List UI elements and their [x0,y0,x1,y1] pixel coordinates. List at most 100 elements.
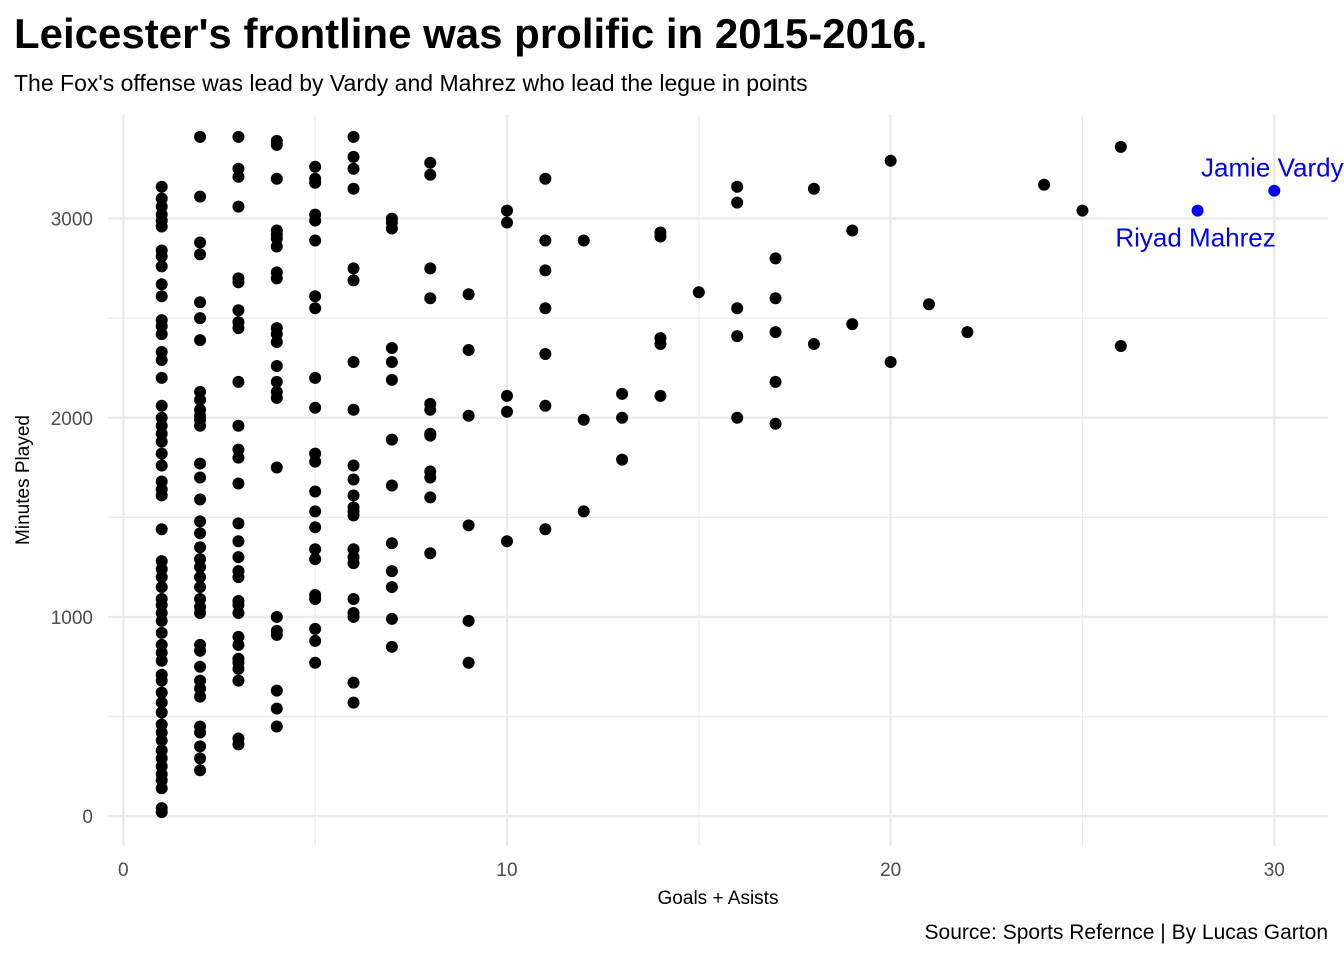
data-point [347,473,360,486]
data-point [232,375,245,388]
grid-lines [108,115,1328,846]
data-point [769,326,782,339]
data-point [270,684,283,697]
data-point [155,220,168,233]
data-point [309,543,322,556]
data-point [309,455,322,468]
data-point [347,274,360,287]
data-point [769,417,782,430]
data-point [194,419,207,432]
data-point [194,190,207,203]
x-tick-label: 30 [1264,860,1285,881]
data-point [270,391,283,404]
data-point [769,375,782,388]
data-point [194,236,207,249]
data-point [194,764,207,777]
data-point [347,182,360,195]
data-point [347,509,360,522]
data-point [270,240,283,253]
data-point [884,154,897,167]
data-point [232,276,245,289]
data-point [155,328,168,341]
data-point [462,614,475,627]
data-point [385,373,398,386]
player-label: Riyad Mahrez [1115,223,1275,253]
data-point [424,403,437,416]
data-point [155,782,168,795]
data-point [347,557,360,570]
data-point [155,626,168,639]
data-point [270,138,283,151]
data-point [270,628,283,641]
data-point [347,676,360,689]
data-point [155,686,168,699]
data-point [807,182,820,195]
y-tick-label: 1000 [51,608,93,629]
data-point [385,581,398,594]
data-point [155,260,168,273]
data-point [232,477,245,490]
chart-subtitle: The Fox's offense was lead by Vardy and … [14,70,808,96]
data-point [309,234,322,247]
data-point [500,405,513,418]
data-point [731,196,744,209]
data-point [731,302,744,315]
data-point [194,248,207,261]
data-point [309,622,322,635]
data-point [309,521,322,534]
data-point [616,411,629,424]
data-point [155,654,168,667]
data-point [424,156,437,169]
data-point [155,706,168,719]
data-point [155,581,168,594]
data-point [155,674,168,687]
data-point [194,541,207,554]
data-point [424,168,437,181]
data-point [462,519,475,532]
x-tick-label: 0 [118,860,129,881]
data-point [385,565,398,578]
data-point [654,338,667,351]
data-point [385,342,398,355]
data-point [194,393,207,406]
data-point [155,489,168,502]
source-caption: Source: Sports Refernce | By Lucas Garto… [924,921,1328,944]
data-point [155,696,168,709]
data-point [232,638,245,651]
data-point [846,224,859,237]
data-point [194,740,207,753]
data-point [270,172,283,185]
annotations: Jamie Vardy Riyad Mahrez [1115,153,1343,253]
data-point [347,610,360,623]
data-point [155,371,168,384]
data-point [194,690,207,703]
data-point [616,453,629,466]
data-point [194,644,207,657]
y-tick-label: 3000 [51,210,93,231]
data-point [539,302,552,315]
data-point [232,535,245,548]
data-point [155,278,168,291]
data-point [194,606,207,619]
data-point [155,290,168,303]
data-point [347,696,360,709]
data-point [194,660,207,673]
data-point [731,180,744,193]
data-point [347,489,360,502]
data-point [500,389,513,402]
data-point [155,523,168,536]
data-point [155,614,168,627]
data-point [194,571,207,584]
data-point [270,610,283,623]
data-point [232,170,245,183]
data-point [539,348,552,361]
data-point [769,292,782,305]
data-point [424,292,437,305]
data-point [232,419,245,432]
data-point [155,435,168,448]
data-point [347,593,360,606]
data-point [347,262,360,275]
data-point [462,409,475,422]
data-point [270,375,283,388]
